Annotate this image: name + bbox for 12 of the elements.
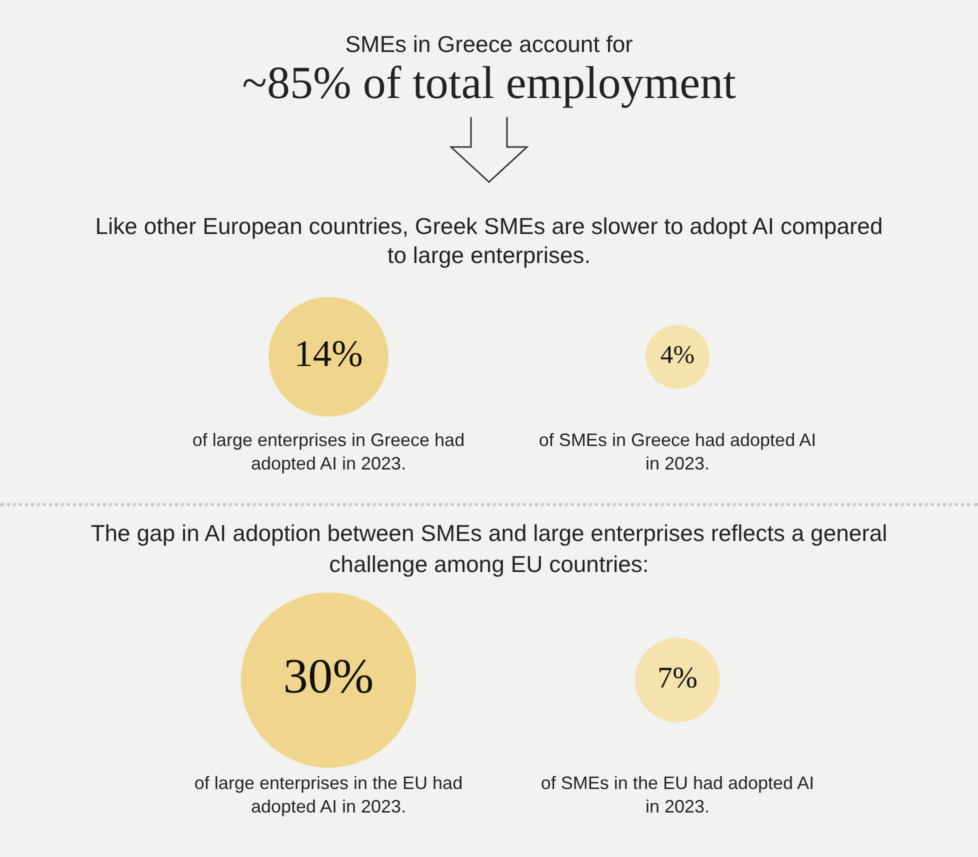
category-label: of large enterprises in the EU had adopted AI in 2023. — [194, 773, 463, 816]
text: The gap in AI adoption between SMEs and large enterprises reflects a general challenge among EU countries: — [90, 519, 888, 579]
category-label: of SMEs in Greece had adopted AI in 2023. — [538, 430, 816, 474]
category-label: of SMEs in the EU had adopted AI in 2023. — [540, 773, 814, 816]
text: SMEs in Greece account for — [344, 30, 634, 58]
data-label: 30% — [283, 648, 374, 704]
category-label: of large enterprises in Greece had adopted AI in 2023. — [192, 430, 465, 474]
data-label: 7% — [657, 662, 698, 695]
text: ~85% of total employment — [241, 57, 737, 108]
text: Like other European countries, Greek SMEs are slower to adopt AI compared to large enterprises. — [94, 212, 884, 270]
data-label: 14% — [294, 334, 363, 376]
data-label: 4% — [660, 340, 695, 370]
